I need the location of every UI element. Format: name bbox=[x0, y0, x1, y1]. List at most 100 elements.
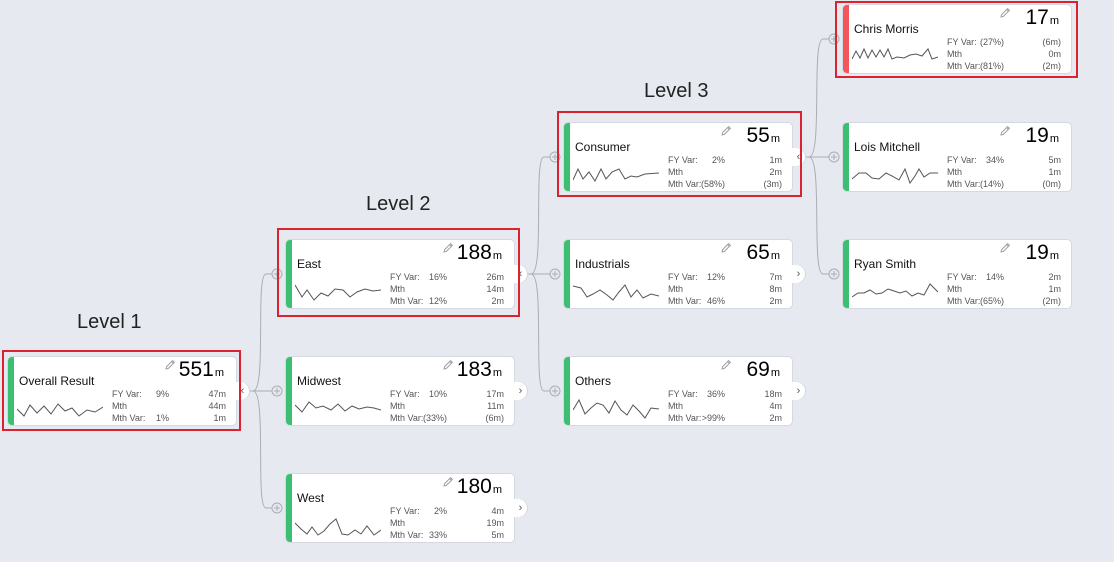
mth-row: Mth 4m bbox=[668, 401, 782, 411]
node-card-consumer[interactable]: Consumer 55m FY Var: 2% 1m Mth 2m Mth Var: (58%)… bbox=[564, 123, 792, 191]
level-3-label: Level 3 bbox=[644, 80, 709, 102]
pencil-icon[interactable] bbox=[441, 475, 455, 489]
node-stats: FY Var: 34% 5m Mth 1m Mth Var: (14%) (0m) bbox=[947, 154, 1061, 190]
connector-line bbox=[527, 273, 556, 392]
node-card-ryan[interactable]: Ryan Smith 19m FY Var: 14% 2m Mth 1m Mth Var: (6… bbox=[843, 240, 1071, 308]
fy-var-row: FY Var: (27%) (6m) bbox=[947, 37, 1061, 47]
plus-circle-icon[interactable] bbox=[549, 268, 561, 280]
level-1-label: Level 1 bbox=[77, 311, 142, 333]
node-card-others[interactable]: Others 69m FY Var: 36% 18m Mth 4m Mth Var: >99% 2… bbox=[564, 357, 792, 425]
node-card-chris[interactable]: Chris Morris 17m FY Var: (27%) (6m) Mth 0m Mth … bbox=[843, 5, 1071, 73]
fy-var-row: FY Var: 14% 2m bbox=[947, 272, 1061, 282]
fy-var-row: FY Var: 2% 1m bbox=[668, 155, 782, 165]
mth-var-row: Mth Var: 1% 1m bbox=[112, 413, 226, 423]
mth-var-row: Mth Var: (14%) (0m) bbox=[947, 179, 1061, 189]
mth-row: Mth 8m bbox=[668, 284, 782, 294]
fy-var-row: FY Var: 2% 4m bbox=[390, 506, 504, 516]
node-stats: FY Var: 16% 26m Mth 14m Mth Var: 12% 2m bbox=[390, 271, 504, 307]
node-card-west[interactable]: West 180m FY Var: 2% 4m Mth 19m Mth Var: 33% 5m bbox=[286, 474, 514, 542]
chevron-right-icon[interactable]: › bbox=[792, 265, 805, 283]
node-stats: FY Var: 2% 4m Mth 19m Mth Var: 33% 5m bbox=[390, 505, 504, 541]
status-bar bbox=[8, 357, 14, 425]
node-name: Industrials bbox=[575, 257, 630, 271]
plus-circle-icon[interactable] bbox=[271, 385, 283, 397]
pencil-icon[interactable] bbox=[998, 124, 1012, 138]
node-card-industrials[interactable]: Industrials 65m FY Var: 12% 7m Mth 8m Mth Var: 4… bbox=[564, 240, 792, 308]
sparkline bbox=[573, 284, 659, 301]
status-bar bbox=[564, 123, 570, 191]
mth-row: Mth 44m bbox=[112, 401, 226, 411]
connector-line bbox=[249, 390, 278, 509]
pencil-icon[interactable] bbox=[998, 241, 1012, 255]
level-3-highlight bbox=[557, 111, 802, 197]
node-card-overall[interactable]: Overall Result 551m FY Var: 9% 47m Mth 44m Mth … bbox=[8, 357, 236, 425]
node-value: 551m bbox=[178, 358, 224, 381]
node-value: 183m bbox=[456, 358, 502, 381]
node-value: 188m bbox=[456, 241, 502, 264]
pencil-icon[interactable] bbox=[719, 124, 733, 138]
status-bar bbox=[564, 240, 570, 308]
mth-var-row: Mth Var: (65%) (2m) bbox=[947, 296, 1061, 306]
node-name: Consumer bbox=[575, 140, 631, 154]
sparkline bbox=[17, 403, 103, 417]
plus-circle-icon[interactable] bbox=[271, 502, 283, 514]
connector-line bbox=[527, 156, 556, 275]
mth-row: Mth 1m bbox=[947, 284, 1061, 294]
pencil-icon[interactable] bbox=[163, 358, 177, 372]
plus-circle-icon[interactable] bbox=[828, 151, 840, 163]
pencil-icon[interactable] bbox=[719, 358, 733, 372]
mth-var-row: Mth Var: 12% 2m bbox=[390, 296, 504, 306]
level-1-highlight bbox=[2, 350, 241, 431]
connector-line bbox=[249, 273, 278, 392]
chris-morris-highlight bbox=[835, 1, 1078, 78]
node-card-east[interactable]: East 188m FY Var: 16% 26m Mth 14m Mth Var: 12% 2m bbox=[286, 240, 514, 308]
pencil-icon[interactable] bbox=[441, 358, 455, 372]
node-value: 55m bbox=[746, 124, 780, 147]
status-bar bbox=[286, 357, 292, 425]
status-bar bbox=[564, 357, 570, 425]
plus-circle-icon[interactable] bbox=[549, 385, 561, 397]
node-card-midwest[interactable]: Midwest 183m FY Var: 10% 17m Mth 11m Mth Var: (3… bbox=[286, 357, 514, 425]
fy-var-row: FY Var: 36% 18m bbox=[668, 389, 782, 399]
status-bar bbox=[286, 474, 292, 542]
status-bar bbox=[286, 240, 292, 308]
sparkline bbox=[852, 47, 938, 60]
chevron-right-icon[interactable]: › bbox=[514, 382, 527, 400]
pencil-icon[interactable] bbox=[441, 241, 455, 255]
mth-var-row: Mth Var: (33%) (6m) bbox=[390, 413, 504, 423]
pencil-icon[interactable] bbox=[998, 6, 1012, 20]
level-2-label: Level 2 bbox=[366, 193, 431, 215]
plus-circle-icon[interactable] bbox=[828, 268, 840, 280]
node-stats: FY Var: 9% 47m Mth 44m Mth Var: 1% 1m bbox=[112, 388, 226, 424]
level-2-highlight bbox=[277, 228, 520, 317]
sparkline bbox=[573, 398, 659, 419]
chevron-left-icon[interactable]: ‹ bbox=[514, 265, 527, 283]
node-stats: FY Var: 12% 7m Mth 8m Mth Var: 46% 2m bbox=[668, 271, 782, 307]
fy-var-row: FY Var: 9% 47m bbox=[112, 389, 226, 399]
mth-var-row: Mth Var: (58%) (3m) bbox=[668, 179, 782, 189]
node-name: West bbox=[297, 491, 325, 505]
chevron-right-icon[interactable]: › bbox=[514, 499, 527, 517]
mth-row: Mth 1m bbox=[947, 167, 1061, 177]
node-name: Ryan Smith bbox=[854, 257, 917, 271]
node-value: 17m bbox=[1025, 6, 1059, 29]
node-card-lois[interactable]: Lois Mitchell 19m FY Var: 34% 5m Mth 1m Mth Var… bbox=[843, 123, 1071, 191]
mth-row: Mth 19m bbox=[390, 518, 504, 528]
mth-row: Mth 14m bbox=[390, 284, 504, 294]
node-name: Lois Mitchell bbox=[854, 140, 921, 154]
node-value: 69m bbox=[746, 358, 780, 381]
fy-var-row: FY Var: 12% 7m bbox=[668, 272, 782, 282]
mth-row: Mth 2m bbox=[668, 167, 782, 177]
chevron-right-icon[interactable]: › bbox=[792, 382, 805, 400]
node-name: Others bbox=[575, 374, 612, 388]
status-bar bbox=[843, 240, 849, 308]
node-name: Midwest bbox=[297, 374, 342, 388]
node-name: Chris Morris bbox=[854, 22, 919, 36]
node-stats: FY Var: 2% 1m Mth 2m Mth Var: (58%) (3m) bbox=[668, 154, 782, 190]
mth-row: Mth 11m bbox=[390, 401, 504, 411]
mth-row: Mth 0m bbox=[947, 49, 1061, 59]
status-bar bbox=[843, 123, 849, 191]
pencil-icon[interactable] bbox=[719, 241, 733, 255]
node-stats: FY Var: (27%) (6m) Mth 0m Mth Var: (81%) (2m) bbox=[947, 36, 1061, 72]
fy-var-row: FY Var: 10% 17m bbox=[390, 389, 504, 399]
